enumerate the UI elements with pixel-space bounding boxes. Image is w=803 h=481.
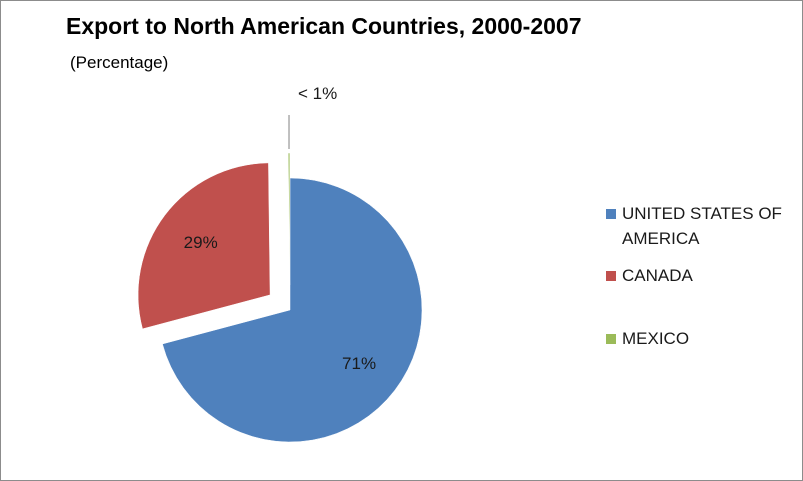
legend-swatch-mexico bbox=[606, 334, 616, 344]
pie-slice-usa bbox=[162, 177, 423, 443]
legend-label-canada: CANADA bbox=[622, 266, 693, 285]
legend-label-usa: UNITED STATES OF AMERICA bbox=[622, 204, 782, 248]
data-label-canada: 29% bbox=[184, 233, 218, 252]
legend-swatch-canada bbox=[606, 271, 616, 281]
data-label-mexico: < 1% bbox=[298, 84, 337, 103]
chart-title: Export to North American Countries, 2000… bbox=[66, 13, 582, 39]
pie-slice-mexico bbox=[287, 152, 291, 286]
legend-swatch-usa bbox=[606, 209, 616, 219]
chart-subtitle: (Percentage) bbox=[70, 53, 169, 72]
pie-slice-canada bbox=[137, 162, 271, 330]
data-label-usa: 71% bbox=[342, 354, 376, 373]
legend-label-mexico: MEXICO bbox=[622, 329, 690, 348]
